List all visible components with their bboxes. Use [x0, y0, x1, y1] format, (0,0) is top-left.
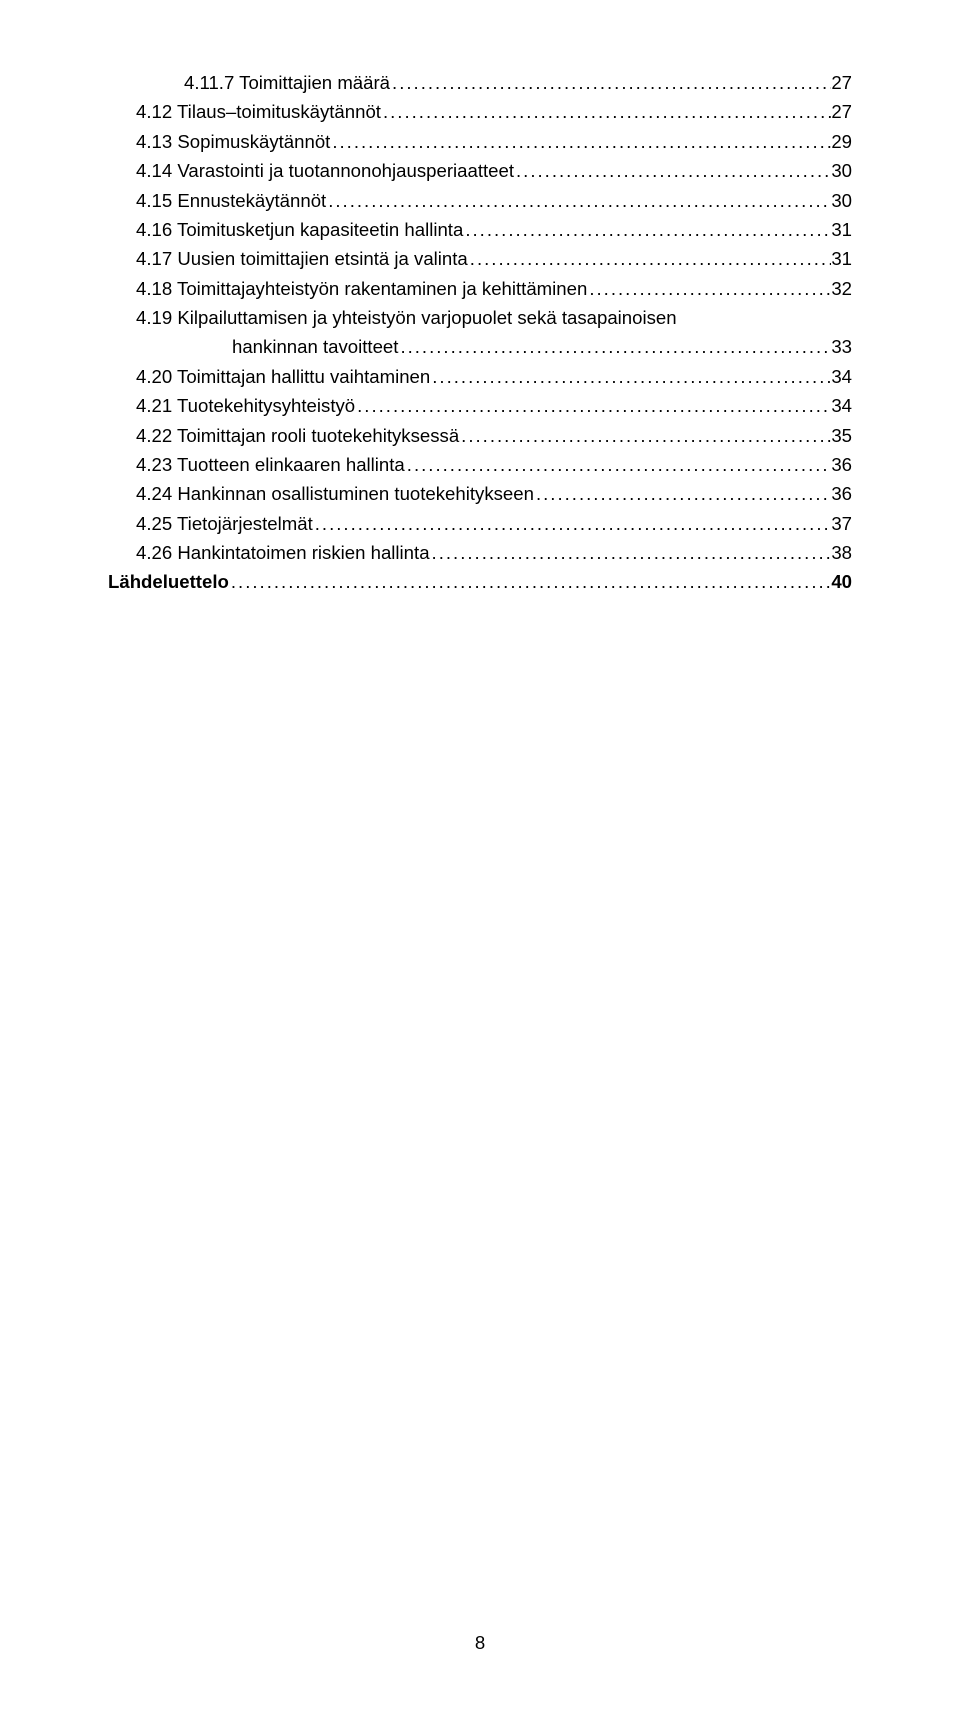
toc-dot-leader	[390, 68, 831, 97]
toc-entry-page: 36	[831, 450, 852, 479]
toc-entry-label: 4.22 Toimittajan rooli tuotekehityksessä	[136, 421, 459, 450]
toc-dot-leader	[430, 538, 832, 567]
toc-entry: 4.20 Toimittajan hallittu vaihtaminen 34	[108, 362, 852, 391]
toc-dot-leader	[313, 509, 832, 538]
toc-entry-page: 27	[831, 97, 852, 126]
toc-entry-label: hankinnan tavoitteet	[232, 332, 398, 361]
toc-entry-page: 36	[831, 479, 852, 508]
toc-entry-label: 4.18 Toimittajayhteistyön rakentaminen j…	[136, 274, 587, 303]
toc-entry-page: 27	[831, 68, 852, 97]
toc-dot-leader	[330, 127, 831, 156]
toc-entry: 4.24 Hankinnan osallistuminen tuotekehit…	[108, 479, 852, 508]
toc-entry-label: 4.12 Tilaus–toimituskäytännöt	[136, 97, 381, 126]
toc-entry-label: Lähdeluettelo	[108, 567, 229, 596]
toc-entry-label: 4.24 Hankinnan osallistuminen tuotekehit…	[136, 479, 534, 508]
toc-dot-leader	[398, 332, 831, 361]
toc-entry-page: 32	[831, 274, 852, 303]
toc-entry: Lähdeluettelo 40	[108, 567, 852, 596]
document-page: 4.11.7 Toimittajien määrä274.12 Tilaus–t…	[0, 0, 960, 1724]
toc-entry-label: 4.14 Varastointi ja tuotannonohjausperia…	[136, 156, 514, 185]
toc-entry-page: 37	[831, 509, 852, 538]
toc-entry-label: 4.20 Toimittajan hallittu vaihtaminen	[136, 362, 430, 391]
toc-dot-leader	[381, 97, 831, 126]
toc-entry: 4.19 Kilpailuttamisen ja yhteistyön varj…	[108, 303, 852, 332]
toc-entry-page: 40	[831, 567, 852, 596]
toc-entry-label: 4.11.7 Toimittajien määrä	[184, 68, 390, 97]
toc-entry: 4.11.7 Toimittajien määrä 27	[108, 68, 852, 97]
toc-entry-continuation: hankinnan tavoitteet 33	[108, 332, 852, 361]
toc-entry: 4.14 Varastointi ja tuotannonohjausperia…	[108, 156, 852, 185]
toc-entry: 4.25 Tietojärjestelmät 37	[108, 509, 852, 538]
toc-entry-page: 38	[831, 538, 852, 567]
toc-entry: 4.18 Toimittajayhteistyön rakentaminen j…	[108, 274, 852, 303]
toc-entry-page: 29	[831, 127, 852, 156]
toc-dot-leader	[326, 186, 831, 215]
toc-entry-page: 31	[831, 215, 852, 244]
toc-dot-leader	[229, 567, 831, 596]
toc-entry-label: 4.16 Toimitusketjun kapasiteetin hallint…	[136, 215, 463, 244]
toc-entry-page: 35	[831, 421, 852, 450]
toc-entry: 4.21 Tuotekehitysyhteistyö 34	[108, 391, 852, 420]
toc-entry: 4.23 Tuotteen elinkaaren hallinta 36	[108, 450, 852, 479]
toc-entry-label: 4.23 Tuotteen elinkaaren hallinta	[136, 450, 405, 479]
toc-entry: 4.12 Tilaus–toimituskäytännöt 27	[108, 97, 852, 126]
toc-entry-label: 4.13 Sopimuskäytännöt	[136, 127, 330, 156]
toc-entry-page: 31	[831, 244, 852, 273]
toc-entry: 4.17 Uusien toimittajien etsintä ja vali…	[108, 244, 852, 273]
toc-dot-leader	[405, 450, 832, 479]
toc-entry-page: 34	[831, 391, 852, 420]
toc-entry-page: 30	[831, 156, 852, 185]
toc-dot-leader	[463, 215, 831, 244]
toc-entry: 4.13 Sopimuskäytännöt 29	[108, 127, 852, 156]
toc-entry: 4.16 Toimitusketjun kapasiteetin hallint…	[108, 215, 852, 244]
toc-entry: 4.15 Ennustekäytännöt 30	[108, 186, 852, 215]
toc-entry-label: 4.17 Uusien toimittajien etsintä ja vali…	[136, 244, 468, 273]
toc-entry-label: 4.19 Kilpailuttamisen ja yhteistyön varj…	[136, 303, 677, 332]
toc-dot-leader	[514, 156, 831, 185]
toc-entry: 4.22 Toimittajan rooli tuotekehityksessä…	[108, 421, 852, 450]
toc-entry-page: 33	[831, 332, 852, 361]
table-of-contents: 4.11.7 Toimittajien määrä274.12 Tilaus–t…	[108, 68, 852, 597]
toc-entry-label: 4.15 Ennustekäytännöt	[136, 186, 326, 215]
toc-dot-leader	[468, 244, 832, 273]
toc-dot-leader	[534, 479, 831, 508]
toc-entry: 4.26 Hankintatoimen riskien hallinta 38	[108, 538, 852, 567]
toc-entry-label: 4.21 Tuotekehitysyhteistyö	[136, 391, 355, 420]
toc-dot-leader	[587, 274, 831, 303]
toc-entry-label: 4.25 Tietojärjestelmät	[136, 509, 313, 538]
toc-entry-page: 34	[831, 362, 852, 391]
toc-dot-leader	[459, 421, 831, 450]
toc-dot-leader	[430, 362, 831, 391]
toc-entry-page: 30	[831, 186, 852, 215]
page-number: 8	[0, 1632, 960, 1654]
toc-dot-leader	[355, 391, 831, 420]
toc-entry-label: 4.26 Hankintatoimen riskien hallinta	[136, 538, 430, 567]
